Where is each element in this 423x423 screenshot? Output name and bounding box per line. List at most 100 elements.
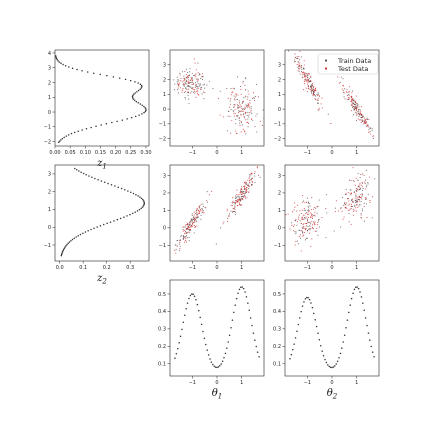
train-point <box>200 86 203 88</box>
train-point <box>246 105 248 107</box>
test-point <box>361 184 363 186</box>
test-point <box>313 86 315 88</box>
test-point <box>183 229 186 231</box>
test-point <box>248 191 250 193</box>
test-point <box>245 181 247 183</box>
test-point <box>353 210 355 212</box>
test-point <box>366 125 368 127</box>
train-point <box>309 203 311 205</box>
test-point <box>348 179 351 181</box>
train-point <box>229 100 231 102</box>
density-point <box>85 174 87 176</box>
test-point <box>293 225 295 227</box>
train-point <box>298 68 300 70</box>
test-point <box>337 210 340 212</box>
test-point <box>316 224 318 226</box>
train-point <box>343 204 345 206</box>
test-point <box>298 214 300 216</box>
test-point <box>179 74 181 76</box>
train-point <box>305 209 307 211</box>
train-point <box>364 183 366 185</box>
test-point <box>196 92 198 94</box>
density-point <box>252 332 255 334</box>
test-point <box>239 192 241 194</box>
density-point <box>62 249 64 252</box>
train-point <box>255 83 258 85</box>
train-point <box>363 202 365 204</box>
train-point <box>356 103 358 105</box>
test-point <box>361 198 363 200</box>
train-point <box>307 209 309 211</box>
test-point <box>318 95 320 97</box>
train-point <box>317 102 319 104</box>
test-point <box>294 244 296 246</box>
train-point <box>300 70 303 72</box>
test-point <box>342 90 344 92</box>
train-point <box>203 83 205 85</box>
density-point <box>341 347 343 349</box>
train-point <box>187 77 190 79</box>
density-point <box>58 61 61 63</box>
test-point <box>187 75 189 77</box>
test-point <box>198 212 201 215</box>
density-point <box>60 139 62 141</box>
density-point <box>339 352 342 355</box>
test-point <box>249 102 251 104</box>
train-point <box>189 232 191 234</box>
density-point <box>124 188 126 191</box>
train-point <box>183 91 185 93</box>
density-point <box>139 103 142 105</box>
test-point <box>365 118 367 120</box>
test-point <box>234 109 236 111</box>
train-point <box>365 169 367 172</box>
test-point <box>309 212 311 214</box>
test-point <box>243 192 245 195</box>
test-point <box>305 201 308 203</box>
test-point <box>183 84 185 86</box>
density-point <box>235 297 238 300</box>
train-point <box>356 113 358 115</box>
train-point <box>188 85 190 88</box>
panel-z1-density: 0.00 0.05 0.10 0.15 0.20 0.25 0.30 −2 −1 0 1 2 3 4 z1 <box>44 49 152 171</box>
test-point <box>183 83 185 85</box>
test-point <box>231 119 233 121</box>
train-point <box>353 109 355 111</box>
density-point <box>86 71 89 73</box>
train-point <box>244 77 246 79</box>
density-point <box>335 363 337 365</box>
test-point <box>192 222 194 224</box>
test-point <box>195 76 197 78</box>
train-point <box>293 61 295 63</box>
train-point <box>202 209 204 212</box>
density-point <box>133 99 136 102</box>
y-tick-label: 3 <box>163 173 166 179</box>
density-point <box>61 252 63 254</box>
density-point <box>196 303 199 306</box>
density-point <box>205 343 207 346</box>
density-point <box>62 63 64 66</box>
test-point <box>313 93 316 96</box>
test-point <box>187 81 189 83</box>
train-point <box>361 193 363 195</box>
test-point <box>364 119 366 121</box>
train-point <box>367 183 369 185</box>
train-point <box>195 220 197 222</box>
density-point <box>336 360 339 363</box>
test-point <box>306 222 308 225</box>
train-point <box>186 237 188 239</box>
train-point <box>212 87 214 89</box>
train-point <box>358 196 361 198</box>
density-point <box>94 177 96 180</box>
train-point <box>361 181 363 183</box>
test-point <box>337 76 339 78</box>
train-point <box>359 177 361 179</box>
test-point <box>299 68 301 70</box>
density-point <box>142 198 144 201</box>
test-point <box>359 182 361 184</box>
test-point <box>303 208 305 210</box>
train-point <box>182 239 184 241</box>
test-point <box>188 81 190 83</box>
test-point <box>347 94 349 96</box>
test-point <box>201 75 203 78</box>
test-point <box>239 202 241 204</box>
